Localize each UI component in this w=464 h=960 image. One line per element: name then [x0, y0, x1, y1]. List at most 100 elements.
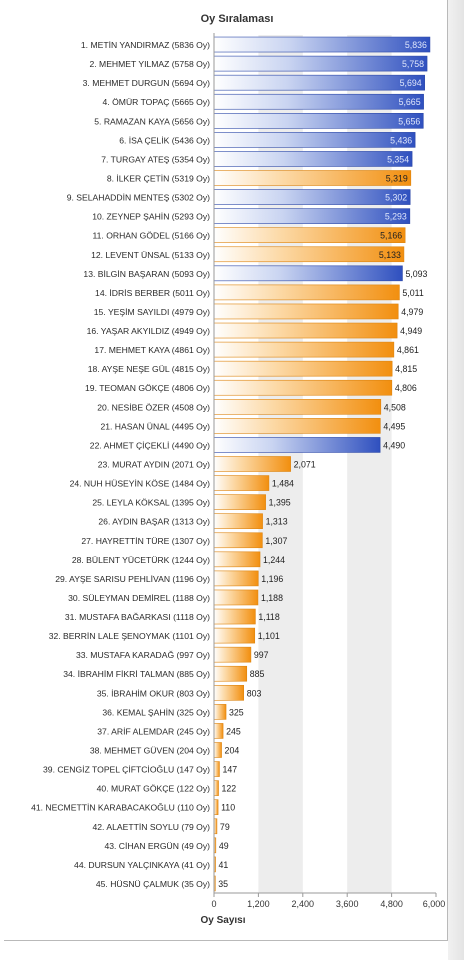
bar	[213, 341, 395, 358]
data-label: 204	[225, 746, 240, 756]
x-tick-label: 2,400	[292, 899, 315, 909]
data-label: 79	[220, 822, 230, 832]
category-label: 40. MURAT GÖKÇE (122 Oy)	[97, 784, 210, 794]
data-label: 1,307	[265, 536, 287, 546]
x-tick-label: 3,600	[336, 899, 359, 909]
data-label: 1,395	[269, 498, 291, 508]
category-label: 14. İDRİS BERBER (5011 Oy)	[95, 288, 210, 298]
bar	[213, 608, 256, 625]
data-label: 5,836	[405, 40, 427, 50]
category-label: 36. KEMAL ŞAHİN (325 Oy)	[102, 707, 210, 717]
bar	[213, 265, 403, 282]
category-label: 43. CİHAN ERGÜN (49 Oy)	[104, 841, 210, 851]
category-label: 44. DURSUN YALÇINKAYA (41 Oy)	[74, 860, 210, 870]
category-label: 6. İSA ÇELİK (5436 Oy)	[119, 135, 210, 145]
chart-title: Oy Sıralaması	[201, 13, 274, 25]
x-axis: 0 1,200 2,400 3,600 4,800 6,000	[211, 33, 445, 909]
bar	[213, 227, 406, 243]
data-label: 4,979	[401, 307, 423, 317]
data-label: 4,949	[400, 326, 422, 336]
data-label: 41	[219, 860, 229, 870]
category-label: 38. MEHMET GÜVEN (204 Oy)	[90, 746, 210, 756]
data-label: 1,484	[272, 479, 294, 489]
x-axis-title: Oy Sayısı	[200, 915, 245, 926]
category-label: 41. NECMETTİN KARABACAKOĞLU (110 Oy)	[31, 803, 210, 813]
bar	[213, 93, 424, 110]
bar	[213, 475, 270, 491]
bar	[213, 74, 425, 91]
bar	[213, 418, 381, 434]
data-label: 4,508	[384, 402, 406, 412]
bar	[213, 189, 411, 205]
category-label: 30. SÜLEYMAN DEMİREL (1188 Oy)	[68, 593, 210, 603]
data-label: 5,319	[386, 174, 408, 184]
category-label: 33. MUSTAFA KARADAĞ (997 Oy)	[76, 650, 210, 660]
bar	[213, 589, 259, 606]
data-label: 5,293	[385, 212, 407, 222]
bar	[213, 113, 424, 129]
data-label: 4,861	[397, 345, 419, 355]
bar	[213, 246, 405, 263]
category-label: 3. MEHMET DURGUN (5694 Oy)	[83, 78, 210, 88]
data-label: 5,133	[379, 250, 401, 260]
category-label: 17. MEHMET KAYA (4861 Oy)	[94, 345, 210, 355]
category-label: 2. MEHMET YILMAZ (5758 Oy)	[89, 59, 210, 69]
bar	[213, 780, 219, 796]
data-label: 1,313	[266, 517, 288, 527]
bar	[213, 627, 256, 644]
page-edge	[448, 0, 464, 960]
category-label: 23. MURAT AYDIN (2071 Oy)	[98, 460, 210, 470]
bar	[213, 513, 263, 530]
bar	[213, 456, 291, 472]
data-label: 1,101	[258, 631, 280, 641]
x-tick-label: 6,000	[423, 899, 446, 909]
data-label: 997	[254, 650, 269, 660]
x-tick-label: 4,800	[380, 899, 403, 909]
category-label: 13. BİLGİN BAŞARAN (5093 Oy)	[83, 269, 210, 279]
bar-series: 5,836 5,758 5,694 5,665 5,656 5,436 5,354 5,319…	[213, 36, 431, 892]
data-label: 885	[250, 669, 265, 679]
data-label: 5,665	[399, 97, 421, 107]
category-label: 1. METİN YANDIRMAZ (5836 Oy)	[81, 40, 210, 50]
bar	[213, 151, 413, 167]
data-label: 5,166	[380, 231, 402, 241]
data-label: 325	[229, 707, 244, 717]
data-label: 245	[226, 726, 241, 736]
bar	[213, 494, 266, 510]
category-label: 39. CENGİZ TOPEL ÇİFTCİOĞLU (147 Oy)	[43, 765, 210, 775]
bar	[213, 684, 245, 701]
category-label: 25. LEYLA KÖKSAL (1395 Oy)	[92, 498, 210, 508]
data-label: 5,011	[402, 288, 423, 298]
data-label: 147	[222, 765, 237, 775]
category-label: 10. ZEYNEP ŞAHİN (5293 Oy)	[92, 212, 210, 222]
data-label: 49	[219, 841, 229, 851]
data-label: 122	[222, 784, 237, 794]
data-label: 2,071	[294, 460, 316, 470]
category-label: 5. RAMAZAN KAYA (5656 Oy)	[94, 116, 210, 126]
category-labels: 1. METİN YANDIRMAZ (5836 Oy) 2. MEHMET YI…	[31, 40, 210, 889]
bar	[213, 170, 412, 186]
data-label: 5,093	[405, 269, 427, 279]
category-label: 27. HAYRETTİN TÜRE (1307 Oy)	[81, 536, 210, 546]
category-label: 11. ORHAN GÖDEL (5166 Oy)	[93, 231, 211, 241]
data-label: 4,806	[395, 383, 417, 393]
bar	[213, 398, 382, 415]
bar	[213, 570, 259, 587]
data-label: 1,244	[263, 555, 285, 565]
data-label: 110	[221, 803, 235, 813]
data-label: 35	[218, 879, 228, 889]
bar	[213, 723, 224, 739]
category-label: 15. YEŞİM SAYILDI (4979 Oy)	[94, 307, 210, 317]
bar	[213, 646, 252, 663]
data-label: 4,490	[383, 440, 405, 450]
category-label: 32. BERRİN LALE ŞENOYMAK (1101 Oy)	[49, 631, 210, 641]
bar	[213, 303, 399, 320]
bar	[213, 284, 400, 301]
bar	[213, 132, 416, 148]
data-label: 5,694	[400, 78, 422, 88]
data-label: 1,118	[258, 612, 279, 622]
category-label: 4. ÖMÜR TOPAÇ (5665 Oy)	[103, 97, 211, 107]
data-label: 1,196	[261, 574, 283, 584]
bar	[213, 208, 411, 224]
